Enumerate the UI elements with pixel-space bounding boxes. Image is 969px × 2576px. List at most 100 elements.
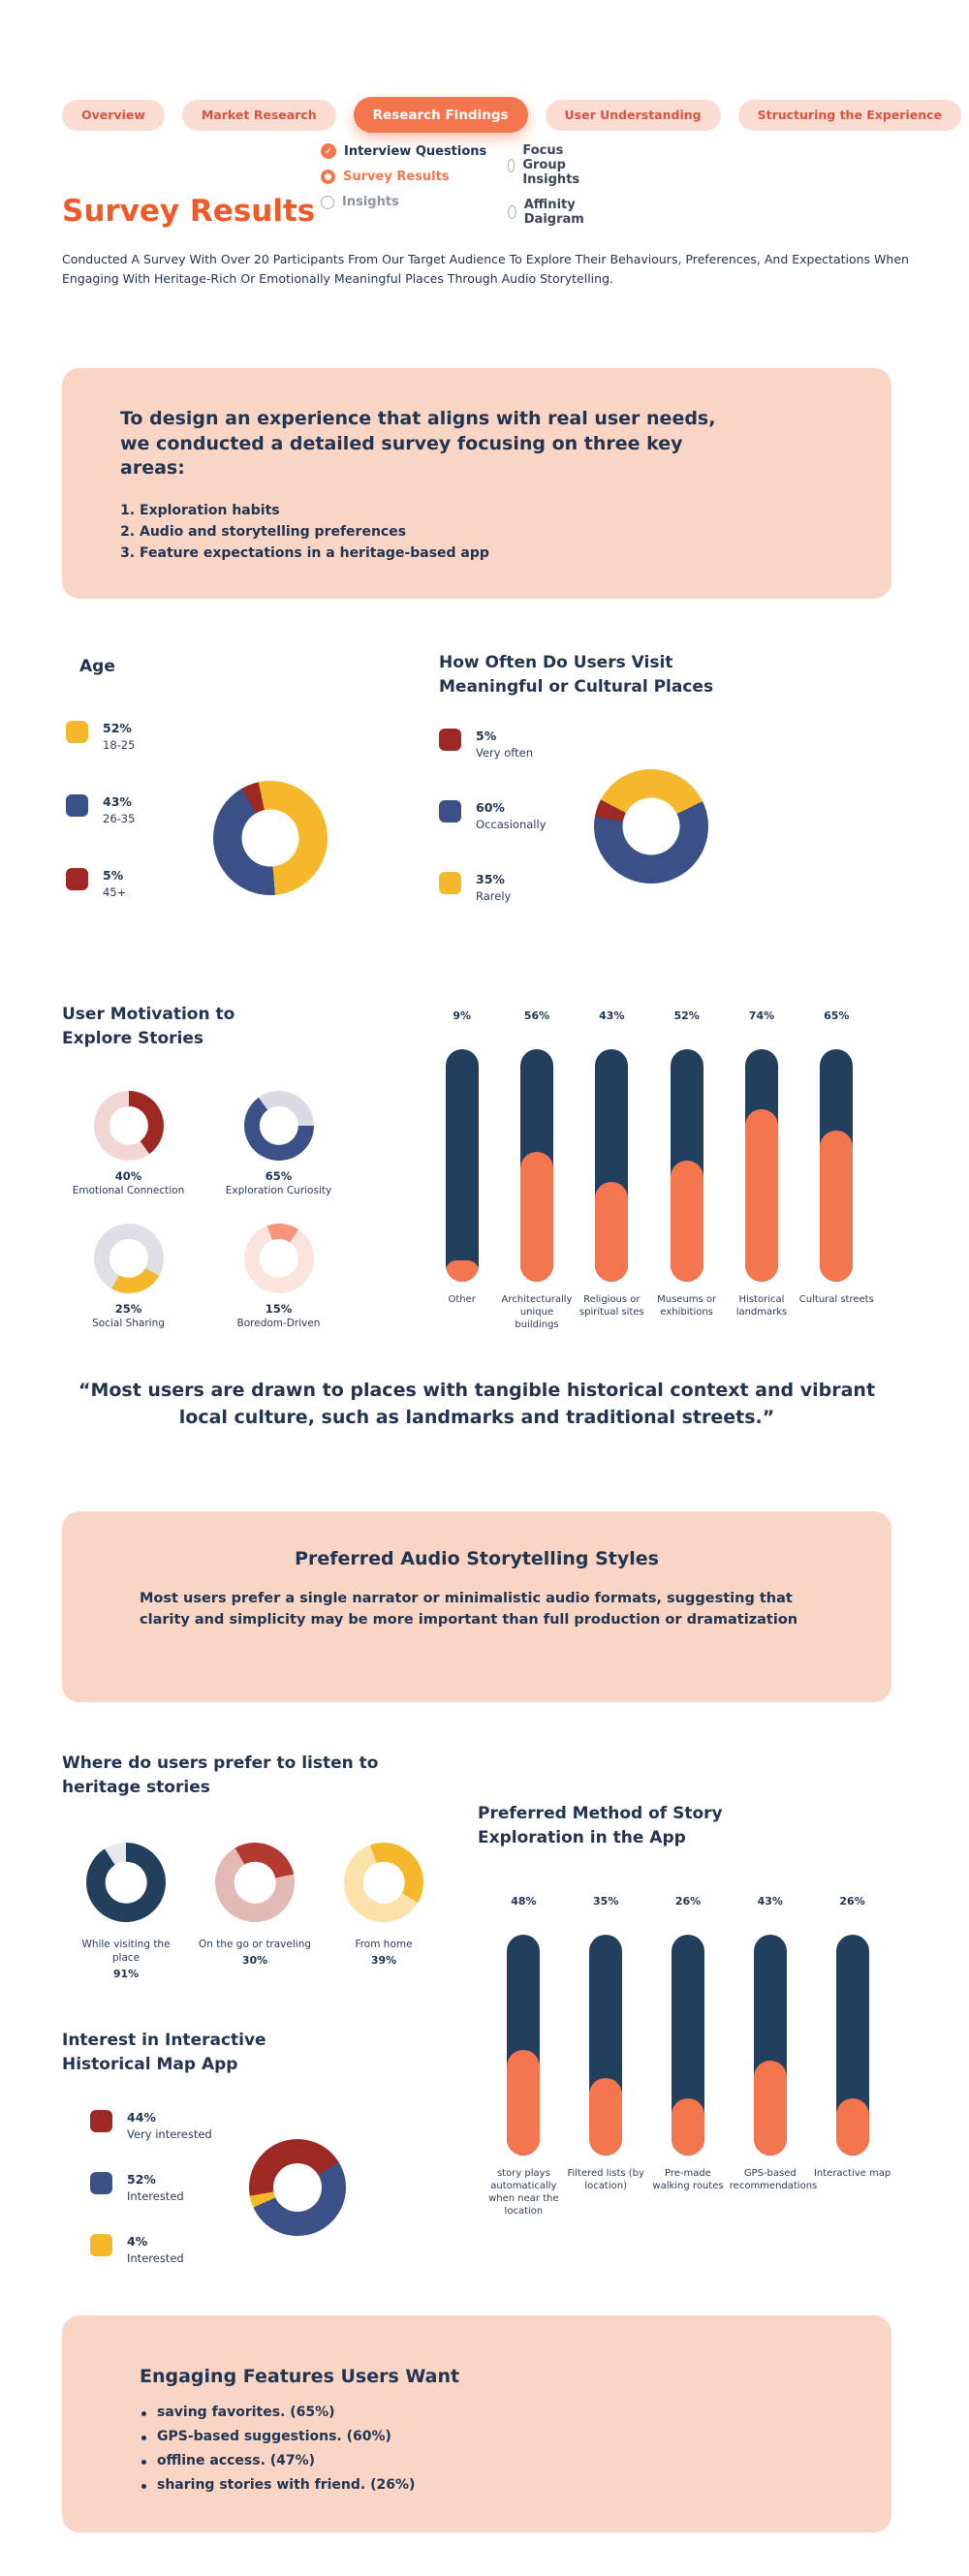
focus-area-item: Audio and storytelling preferences — [140, 524, 833, 540]
motivation-section-title: User Motivation to Explore Stories — [62, 1005, 235, 1048]
bar-track — [835, 1935, 869, 2156]
subnav-item-insights[interactable]: Insights — [321, 195, 486, 209]
method-section-title: Preferred Method of Story Exploration in… — [478, 1804, 723, 1847]
donut-hole — [259, 1105, 298, 1146]
legend-swatch — [66, 794, 88, 817]
legend-text: 44% Very interested — [127, 2110, 212, 2141]
legend-text: 52% Interested — [127, 2172, 184, 2203]
tab-user-understanding[interactable]: User Understanding — [545, 99, 721, 131]
motivation-label: Emotional Connection — [72, 1185, 185, 1196]
listen-cell-from-home: From home 39% — [326, 1843, 442, 1980]
visit-frequency-legend: 5% Very often 60% Occasionally 35% Rarely — [439, 729, 547, 903]
visit-frequency-section-title: How Often Do Users Visit Meaningful or C… — [439, 653, 714, 697]
bar-track — [753, 1935, 787, 2156]
legend-swatch — [439, 800, 461, 822]
subnav-item-interview-questions[interactable]: ✓ Interview Questions — [321, 143, 486, 159]
bar-column: 56% Architecturally unique buildings — [499, 1009, 574, 1331]
legend-row: 4% Interested — [90, 2234, 212, 2265]
bar-fill — [445, 1260, 479, 1282]
subnav-item-focus-group-insights[interactable]: Focus Group Insights — [508, 143, 589, 187]
tab-overview[interactable]: Overview — [62, 99, 165, 131]
legend-percentage: 52% — [127, 2172, 156, 2187]
bar-value-label: 43% — [599, 1009, 625, 1022]
bar-track — [744, 1049, 778, 1282]
bar-fill — [671, 2097, 704, 2156]
motivation-cell-social-sharing: 25% Social Sharing — [53, 1224, 203, 1329]
listen-cell-while-visiting: While visiting the place 91% — [68, 1843, 184, 1980]
bar-category-label: Pre-made walking routes — [652, 2168, 724, 2191]
age-section-title: Age — [79, 657, 115, 676]
bar-track — [595, 1049, 629, 1282]
motivation-donut-grid: 40% Emotional Connection 65% Exploration… — [53, 1091, 354, 1329]
survey-quote: “Most users are drawn to places with tan… — [78, 1380, 876, 1428]
bar-track — [671, 1935, 704, 2156]
bar-column: 48% story plays automatically when near t… — [483, 1895, 565, 2218]
legend-row: 43% 26-35 — [66, 794, 135, 825]
survey-focus-card: To design an experience that aligns with… — [62, 368, 891, 599]
legend-text: 4% Interested — [127, 2234, 184, 2265]
on-the-go-donut-chart — [215, 1843, 295, 1922]
tab-market-research[interactable]: Market Research — [181, 99, 336, 131]
bar-value-label: 65% — [824, 1009, 850, 1022]
interest-legend: 44% Very interested 52% Interested 4% Interes… — [90, 2110, 212, 2265]
donut-hole — [105, 1861, 147, 1904]
legend-row: 35% Rarely — [439, 872, 547, 903]
legend-label: Rarely — [476, 889, 512, 903]
donut-hole — [362, 1861, 405, 1904]
radio-selected-icon — [321, 170, 335, 184]
bar-fill — [507, 2049, 541, 2156]
donut-hole — [109, 1105, 148, 1146]
subnav-item-affinity-daigram[interactable]: Affinity Daigram — [508, 198, 589, 227]
legend-percentage: 35% — [476, 872, 505, 886]
bar-fill — [589, 2078, 623, 2156]
tab-research-findings[interactable]: Research Findings — [353, 97, 528, 133]
legend-swatch — [90, 2110, 112, 2132]
bar-value-label: 56% — [523, 1009, 550, 1022]
donut-hole — [241, 809, 299, 867]
features-list: saving favorites. (65%) GPS-based sugges… — [140, 2405, 814, 2493]
motivation-cell-exploration-curiosity: 65% Exploration Curiosity — [203, 1091, 354, 1196]
bar-fill — [835, 2097, 869, 2156]
motivation-cell-emotional-connection: 40% Emotional Connection — [53, 1091, 203, 1196]
subnav-label-affinity-daigram: Affinity Daigram — [523, 198, 584, 227]
subnav-label-interview-questions: Interview Questions — [344, 143, 487, 159]
from-home-donut-chart — [344, 1843, 423, 1922]
legend-label: Very interested — [127, 2127, 212, 2141]
bar-category-label: Other — [448, 1294, 476, 1305]
legend-label: Interested — [127, 2189, 184, 2203]
listen-percentage: 30% — [241, 1954, 268, 1968]
legend-percentage: 5% — [476, 729, 497, 743]
donut-hole — [259, 1238, 298, 1279]
feature-item: sharing stories with friend. (26%) — [140, 2477, 814, 2493]
focus-area-item: Exploration habits — [140, 503, 833, 518]
bar-track — [670, 1049, 703, 1282]
bar-column: 43% Religious or spiritual sites — [575, 1009, 649, 1319]
bar-category-label: GPS-based recommendations — [729, 2168, 818, 2191]
subnav-item-survey-results[interactable]: Survey Results — [321, 170, 486, 184]
bar-value-label: 35% — [593, 1895, 619, 1908]
subnav-column-1: ✓ Interview Questions Survey Results Ins… — [321, 143, 486, 209]
tab-structuring-the-experience[interactable]: Structuring the Experience — [737, 99, 962, 131]
bar-fill — [820, 1131, 854, 1282]
bar-column: 65% Cultural streets — [799, 1009, 874, 1306]
donut-hole — [273, 2163, 322, 2212]
focus-card-title: To design an experience that aligns with… — [120, 408, 716, 480]
bar-value-label: 26% — [674, 1895, 702, 1908]
focus-area-item: Feature expectations in a heritage-based… — [140, 545, 833, 561]
subnav-label-survey-results: Survey Results — [343, 170, 450, 184]
bar-category-label: Museums or exhibitions — [657, 1294, 717, 1318]
bar-column: 35% Filtered lists (by location) — [565, 1895, 647, 2192]
legend-row: 52% 18-25 — [66, 721, 135, 752]
subnav-label-focus-group-insights: Focus Group Insights — [522, 143, 580, 187]
age-donut-chart — [213, 781, 328, 895]
audio-card-title: Preferred Audio Storytelling Styles — [295, 1548, 659, 1569]
legend-swatch — [66, 721, 88, 743]
legend-text: 43% 26-35 — [103, 794, 135, 825]
top-tab-bar: Overview Market Research Research Findin… — [62, 97, 962, 133]
features-card-title: Engaging Features Users Want — [140, 2366, 460, 2387]
bar-category-label: Interactive map — [813, 2168, 891, 2179]
legend-text: 60% Occasionally — [476, 800, 547, 831]
bar-category-label: Architecturally unique buildings — [501, 1294, 573, 1330]
bar-column: 43% GPS-based recommendations — [729, 1895, 818, 2192]
motivation-percentage: 65% — [265, 1169, 293, 1183]
